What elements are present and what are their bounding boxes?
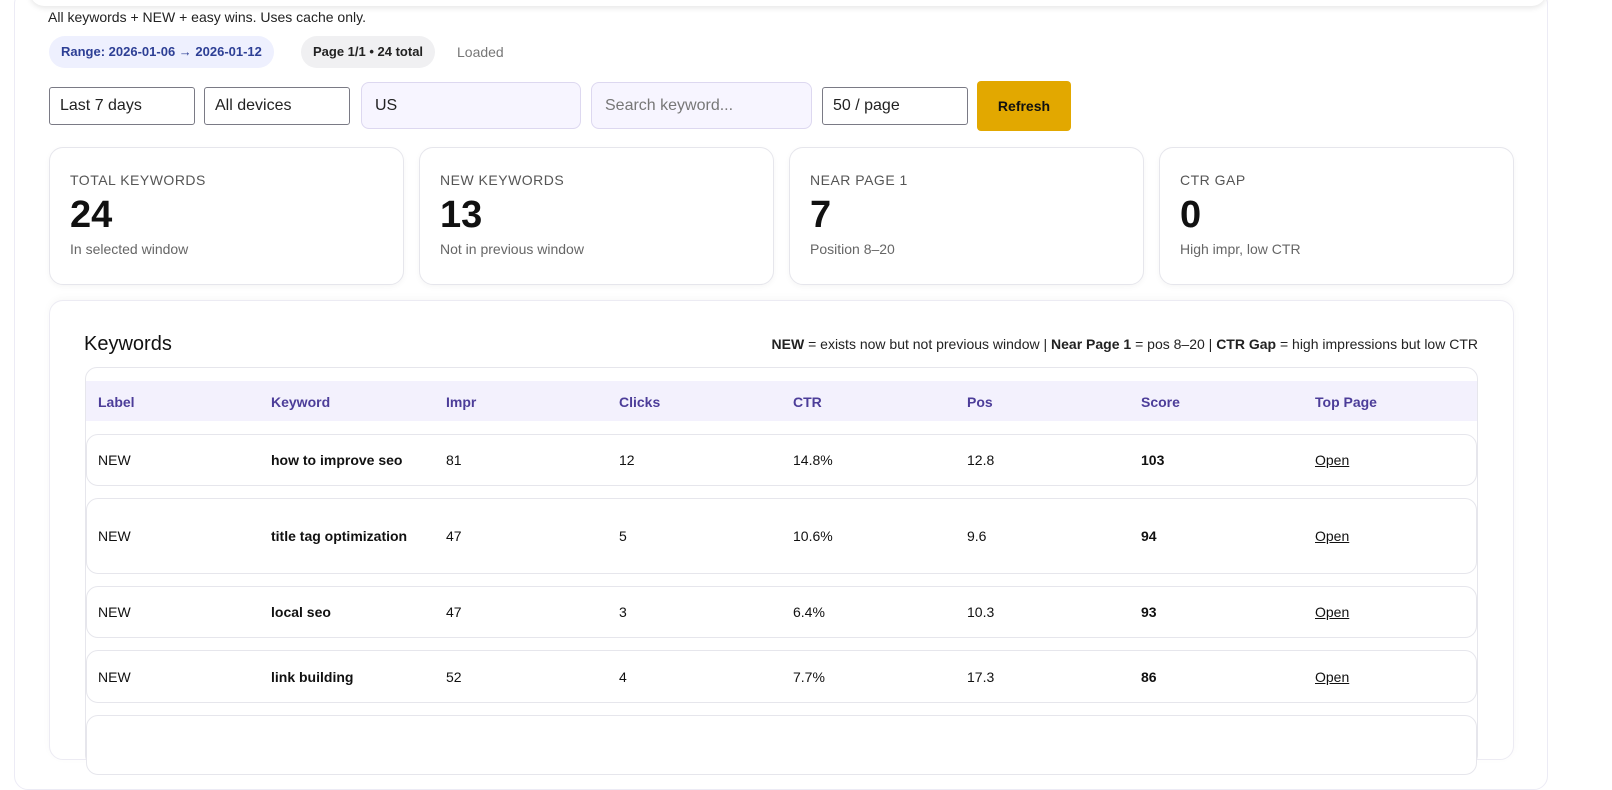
open-link[interactable]: Open <box>1315 668 1350 685</box>
stat-title: NEAR PAGE 1 <box>810 172 908 188</box>
column-header[interactable]: Clicks <box>619 394 661 410</box>
cell-clicks: 12 <box>619 452 635 468</box>
cell-ctr: 10.6% <box>793 528 833 544</box>
cell-keyword: title tag optimization <box>271 528 408 544</box>
stat-title: CTR GAP <box>1180 172 1246 188</box>
stat-card: NEAR PAGE 1 7 Position 8–20 <box>789 147 1144 285</box>
cell-impr: 52 <box>446 668 462 685</box>
stat-value: 13 <box>440 194 483 236</box>
status-text: Loaded <box>457 44 504 60</box>
cell-clicks: 3 <box>619 604 627 620</box>
cell-score: 93 <box>1141 604 1157 620</box>
column-header[interactable]: CTR <box>793 394 822 410</box>
cell-ctr: 6.4% <box>793 604 825 620</box>
cell-clicks: 5 <box>619 528 627 544</box>
device-select[interactable]: All devices <box>204 87 350 125</box>
stat-card: NEW KEYWORDS 13 Not in previous window <box>419 147 774 285</box>
cell-label: NEW <box>98 528 131 544</box>
stat-subtitle: High impr, low CTR <box>1180 241 1301 257</box>
legend-key: NEW <box>771 336 805 352</box>
cell-score: 94 <box>1141 528 1157 544</box>
cell-ctr: 14.8% <box>793 452 833 468</box>
cell-label: NEW <box>98 452 131 468</box>
cell-label: NEW <box>98 604 131 620</box>
stat-subtitle: Not in previous window <box>440 241 584 257</box>
column-header[interactable]: Keyword <box>271 394 331 410</box>
search-input[interactable]: Search keyword... <box>591 82 812 129</box>
cell-label: NEW <box>98 668 131 685</box>
cell-impr: 81 <box>446 452 462 468</box>
open-link[interactable]: Open <box>1315 528 1350 544</box>
column-header[interactable]: Label <box>98 394 135 410</box>
table-row <box>86 715 1477 775</box>
cell-clicks: 4 <box>619 668 627 685</box>
table-row <box>86 498 1477 574</box>
cell-pos: 9.6 <box>967 528 987 544</box>
stat-subtitle: Position 8–20 <box>810 241 895 257</box>
stat-value: 0 <box>1180 194 1202 236</box>
open-link[interactable]: Open <box>1315 452 1350 468</box>
legend-desc: = exists now but not previous window | <box>804 336 1052 352</box>
cell-keyword: local seo <box>271 604 331 620</box>
cell-impr: 47 <box>446 528 462 544</box>
stat-card: CTR GAP 0 High impr, low CTR <box>1159 147 1514 285</box>
table-header <box>86 381 1477 421</box>
header-card <box>30 0 1546 6</box>
keywords-title: Keywords <box>84 333 172 355</box>
legend-desc: = high impressions but low CTR <box>1276 336 1478 352</box>
cell-impr: 47 <box>446 604 462 620</box>
stat-card: TOTAL KEYWORDS 24 In selected window <box>49 147 404 285</box>
cell-ctr: 7.7% <box>793 668 825 685</box>
legend-key: CTR Gap <box>1216 336 1277 352</box>
range-select[interactable]: Last 7 days <box>49 87 195 125</box>
cell-pos: 17.3 <box>967 668 995 685</box>
column-header[interactable]: Impr <box>446 394 477 410</box>
keywords-legend: NEW = exists now but not previous window… <box>772 336 1478 352</box>
stat-subtitle: In selected window <box>70 241 189 257</box>
legend-desc: = pos 8–20 | <box>1131 336 1217 352</box>
column-header[interactable]: Top Page <box>1315 394 1377 410</box>
column-header[interactable]: Pos <box>967 394 993 410</box>
cell-pos: 10.3 <box>967 604 995 620</box>
refresh-button[interactable]: Refresh <box>977 81 1071 131</box>
column-header[interactable]: Score <box>1141 394 1180 410</box>
range-chip: Range: 2026-01-06 → 2026-01-12 <box>49 36 274 68</box>
stat-value: 7 <box>810 194 832 236</box>
stat-title: TOTAL KEYWORDS <box>70 172 206 188</box>
country-input[interactable]: US <box>361 82 581 129</box>
open-link[interactable]: Open <box>1315 604 1350 620</box>
cell-keyword: how to improve seo <box>271 452 403 468</box>
table-row <box>86 586 1477 638</box>
table-row <box>86 650 1477 703</box>
cell-score: 103 <box>1141 452 1165 468</box>
table-row <box>86 434 1477 486</box>
page-subtitle: All keywords + NEW + easy wins. Uses cac… <box>48 9 366 25</box>
stat-title: NEW KEYWORDS <box>440 172 565 188</box>
legend-key: Near Page 1 <box>1051 336 1132 352</box>
cell-score: 86 <box>1141 668 1157 685</box>
page-chip: Page 1/1 • 24 total <box>301 36 436 68</box>
stat-value: 24 <box>70 194 113 236</box>
per-page-select[interactable]: 50 / page <box>822 87 968 125</box>
cell-pos: 12.8 <box>967 452 995 468</box>
cell-keyword: link building <box>271 668 354 685</box>
